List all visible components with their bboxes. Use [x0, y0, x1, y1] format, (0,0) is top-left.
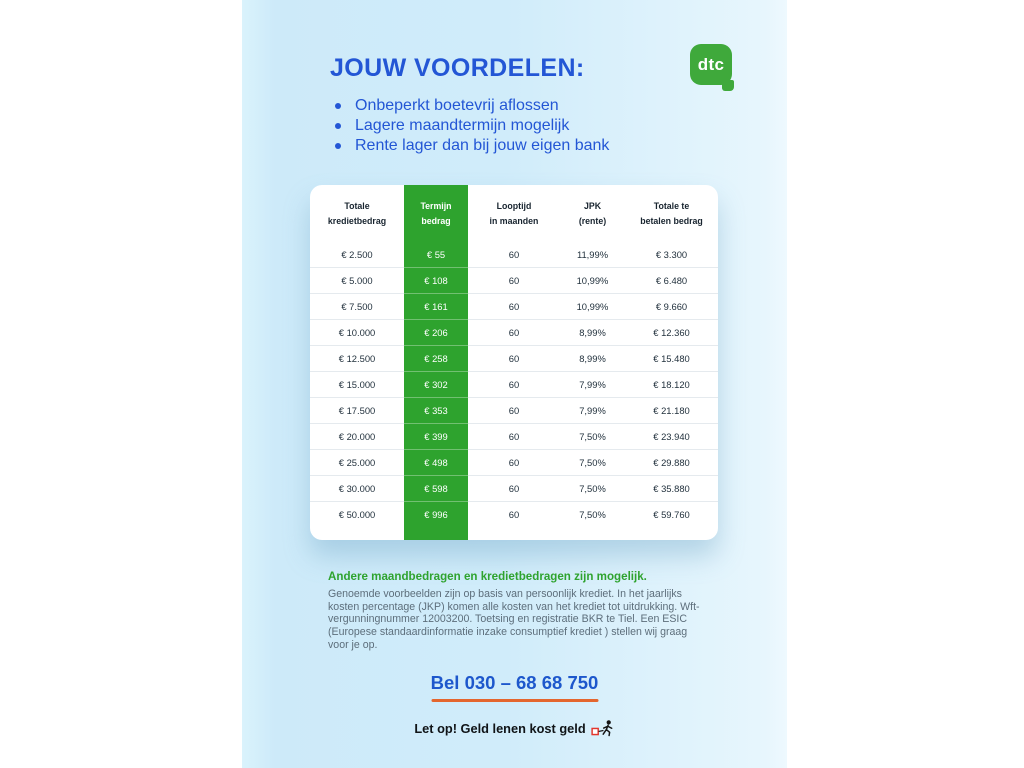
- table-row: € 15.000 € 302 60 7,99% € 18.120: [310, 371, 718, 398]
- table-cell: € 50.000: [338, 509, 376, 520]
- column-header: Totale kredietbedrag: [327, 201, 387, 226]
- table-cell: € 55: [404, 242, 468, 268]
- loan-table: Totale kredietbedrag Termijn bedrag Loopti…: [310, 185, 718, 527]
- table-cell: 7,50%: [560, 475, 625, 502]
- table-cell: € 23.940: [625, 423, 718, 450]
- bullet-dot: [335, 103, 341, 109]
- table-cell: 7,50%: [579, 509, 606, 520]
- table-cell: € 108: [404, 267, 468, 294]
- table-cell: 7,99%: [560, 397, 625, 424]
- table-cell: € 258: [404, 345, 468, 372]
- money-warning-runner-icon: [591, 719, 615, 737]
- table-cell: 60: [468, 345, 560, 372]
- benefit-label: Rente lager dan bij jouw eigen bank: [355, 137, 610, 154]
- table-cell: 10,99%: [560, 267, 625, 294]
- dtc-logo-text: dtc: [697, 54, 725, 74]
- table-cell: € 5.000: [310, 267, 404, 294]
- bullet-dot: [335, 143, 341, 149]
- table-cell: € 7.500: [310, 293, 404, 320]
- table-cell: 60: [468, 371, 560, 398]
- table-cell: € 30.000: [310, 475, 404, 502]
- table-cell: € 20.000: [310, 423, 404, 450]
- table-cell: € 35.880: [625, 475, 718, 502]
- dtc-logo: dtc: [690, 44, 734, 91]
- phone-cta-link[interactable]: Bel 030 – 68 68 750: [430, 672, 599, 693]
- benefit-item: Rente lager dan bij jouw eigen bank: [334, 136, 609, 156]
- phone-underline: [431, 699, 598, 702]
- table-cell: 8,99%: [560, 319, 625, 346]
- table-cell: 60: [468, 475, 560, 502]
- page-title: JOUW VOORDELEN:: [330, 54, 585, 82]
- table-cell: € 17.500: [310, 397, 404, 424]
- table-cell: € 12.360: [625, 319, 718, 346]
- table-cell: 60: [468, 267, 560, 294]
- table-cell: 11,99%: [560, 242, 625, 268]
- flyer-panel: JOUW VOORDELEN: dtc Onbeperkt boetevrij …: [242, 0, 787, 768]
- table-row: € 10.000 € 206 60 8,99% € 12.360: [310, 319, 718, 346]
- table-row: € 50.000 € 996 60 7,50% € 59.760: [310, 502, 718, 528]
- table-cell: € 12.500: [310, 345, 404, 372]
- table-cell: 8,99%: [560, 345, 625, 372]
- table-cell: € 498: [404, 449, 468, 476]
- table-cell: 7,50%: [560, 449, 625, 476]
- table-cell: 60: [468, 423, 560, 450]
- table-cell: 60: [508, 509, 520, 520]
- warning-row: Let op! Geld lenen kost geld: [242, 719, 787, 737]
- table-cell: € 6.480: [625, 267, 718, 294]
- warning-text: Let op! Geld lenen kost geld: [414, 720, 586, 736]
- table-cell: € 9.660: [625, 293, 718, 320]
- table-cell: 60: [468, 319, 560, 346]
- table-cell: 60: [468, 397, 560, 424]
- loan-table-body: € 2.500 € 55 60 11,99% € 3.300 € 5.000 € 108 60…: [310, 242, 718, 527]
- table-cell: € 161: [404, 293, 468, 320]
- table-cell: € 21.180: [625, 397, 718, 424]
- table-cell: € 59.760: [653, 509, 690, 520]
- table-cell: € 206: [404, 319, 468, 346]
- table-row: € 5.000 € 108 60 10,99% € 6.480: [310, 267, 718, 294]
- table-row: € 30.000 € 598 60 7,50% € 35.880: [310, 475, 718, 502]
- bullet-dot: [335, 123, 341, 129]
- column-header: Looptijd in maanden: [489, 201, 539, 226]
- table-row: € 25.000 € 498 60 7,50% € 29.880: [310, 449, 718, 476]
- loan-table-card: Totale kredietbedrag Termijn bedrag Loopti…: [310, 185, 718, 540]
- table-cell: € 10.000: [310, 319, 404, 346]
- benefits-list: Onbeperkt boetevrij aflossen Lagere maand…: [334, 96, 609, 156]
- table-row: € 2.500 € 55 60 11,99% € 3.300: [310, 242, 718, 268]
- table-cell: 10,99%: [560, 293, 625, 320]
- column-header: Termijn bedrag: [420, 201, 452, 226]
- table-row: € 17.500 € 353 60 7,99% € 21.180: [310, 397, 718, 424]
- table-cell: € 598: [404, 475, 468, 502]
- table-cell: € 15.000: [310, 371, 404, 398]
- table-cell: € 25.000: [310, 449, 404, 476]
- table-row: € 20.000 € 399 60 7,50% € 23.940: [310, 423, 718, 450]
- table-cell: € 302: [404, 371, 468, 398]
- benefit-label: Onbeperkt boetevrij aflossen: [355, 97, 559, 114]
- disclaimer-text: Genoemde voorbeelden zijn op basis van p…: [328, 588, 700, 651]
- loan-table-head-row: Totale kredietbedrag Termijn bedrag Loopti…: [310, 185, 718, 242]
- table-cell: 60: [468, 449, 560, 476]
- table-cell: 60: [468, 293, 560, 320]
- table-cell: 7,50%: [560, 423, 625, 450]
- table-cell: € 353: [404, 397, 468, 424]
- table-cell: € 3.300: [625, 242, 718, 268]
- column-header: JPK (rente): [578, 201, 607, 226]
- table-cell: 60: [468, 242, 560, 268]
- note-heading: Andere maandbedragen en kredietbedragen …: [328, 570, 647, 583]
- table-cell: € 18.120: [625, 371, 718, 398]
- table-cell: € 29.880: [625, 449, 718, 476]
- table-cell: € 399: [404, 423, 468, 450]
- table-cell: € 2.500: [310, 242, 404, 268]
- benefit-label: Lagere maandtermijn mogelijk: [355, 117, 570, 134]
- table-cell: 7,99%: [560, 371, 625, 398]
- table-row: € 12.500 € 258 60 8,99% € 15.480: [310, 345, 718, 372]
- benefit-item: Onbeperkt boetevrij aflossen: [334, 96, 609, 116]
- benefit-item: Lagere maandtermijn mogelijk: [334, 116, 609, 136]
- table-cell: € 996: [424, 509, 448, 520]
- column-header: Totale te betalen bedrag: [640, 201, 703, 226]
- table-cell: € 15.480: [625, 345, 718, 372]
- table-row: € 7.500 € 161 60 10,99% € 9.660: [310, 293, 718, 320]
